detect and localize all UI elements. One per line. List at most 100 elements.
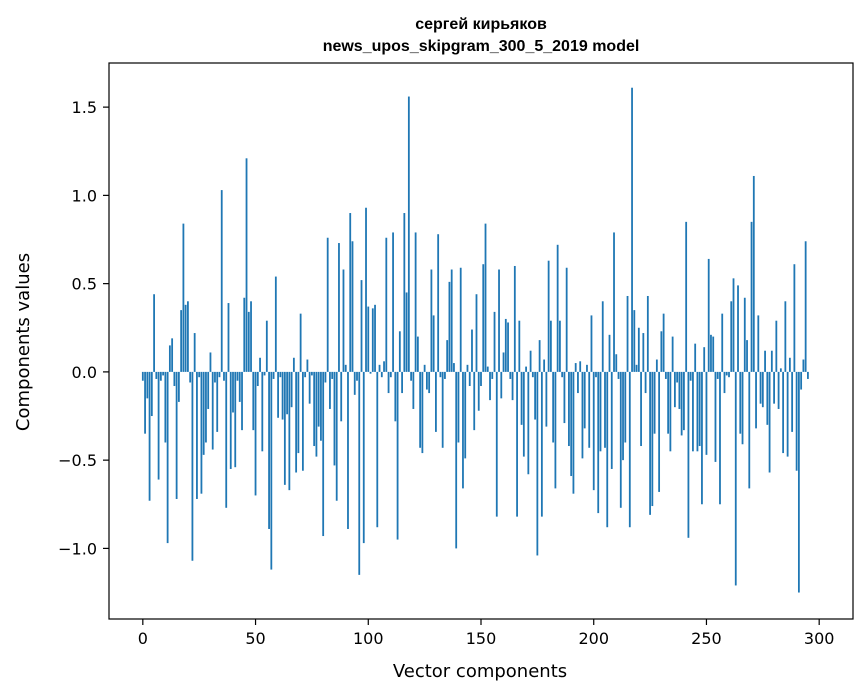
bar — [649, 371, 651, 515]
bar — [455, 371, 458, 549]
bar — [480, 371, 482, 387]
bar — [218, 371, 221, 378]
bar — [396, 371, 399, 540]
bar — [775, 320, 778, 372]
bar — [466, 364, 469, 372]
x-tick-label: 200 — [578, 629, 609, 648]
bar — [543, 359, 546, 372]
bar — [380, 371, 383, 378]
bar — [153, 294, 155, 372]
bar — [755, 371, 757, 429]
bar — [457, 371, 460, 443]
bar — [491, 371, 494, 379]
bar — [671, 336, 674, 372]
bar — [730, 301, 733, 372]
bar — [504, 318, 507, 372]
bar — [180, 310, 183, 372]
bar — [304, 371, 307, 378]
bar — [358, 371, 361, 575]
bar — [329, 371, 331, 409]
y-tick-label: 0.5 — [72, 275, 97, 294]
bar — [306, 359, 309, 372]
bar — [171, 338, 174, 372]
bar — [651, 371, 654, 507]
bar — [227, 303, 230, 372]
bar — [177, 371, 180, 402]
bar — [696, 371, 699, 452]
bar — [592, 371, 595, 491]
bar — [324, 371, 327, 383]
bar — [453, 363, 455, 372]
bar — [757, 315, 760, 372]
bar — [606, 371, 609, 528]
bar — [610, 371, 613, 469]
bar — [646, 295, 649, 372]
bar — [676, 371, 679, 383]
bar — [732, 278, 735, 372]
bar — [283, 371, 286, 485]
x-tick-label: 0 — [138, 629, 148, 648]
bar — [356, 371, 358, 381]
bar — [619, 371, 622, 508]
bar — [516, 371, 518, 517]
bar — [392, 232, 394, 372]
bar — [168, 345, 171, 372]
bar — [572, 371, 575, 494]
bar — [173, 371, 176, 387]
bar — [317, 371, 320, 427]
bar — [335, 371, 338, 501]
bar — [520, 371, 523, 425]
bar — [277, 371, 279, 418]
bar — [750, 221, 753, 372]
bar — [531, 371, 534, 378]
bar — [459, 267, 462, 372]
bar — [301, 371, 304, 471]
bar — [371, 308, 374, 372]
bar — [701, 371, 703, 505]
bar — [448, 281, 451, 372]
bar — [622, 371, 624, 461]
bar — [238, 371, 241, 402]
bar — [290, 371, 293, 408]
bar — [685, 221, 688, 372]
x-axis-label: Vector components — [393, 661, 567, 682]
bar — [347, 371, 349, 529]
bar — [220, 190, 223, 372]
bar — [234, 371, 237, 468]
bar — [245, 158, 248, 372]
bar — [525, 366, 527, 372]
bar — [617, 371, 620, 379]
bar — [777, 371, 780, 409]
bar — [788, 357, 791, 372]
bar — [340, 371, 343, 422]
bar — [513, 265, 516, 372]
bar — [387, 371, 390, 394]
bar — [493, 311, 496, 372]
bar — [468, 371, 471, 387]
bar — [279, 371, 282, 378]
bar — [669, 371, 672, 452]
bar — [547, 260, 550, 372]
bar — [326, 237, 329, 372]
bar — [241, 371, 243, 431]
chart-title-line-1: сергей кирьяков — [415, 16, 547, 33]
bar — [766, 371, 769, 425]
bar — [495, 371, 498, 517]
bar — [536, 371, 539, 556]
bar — [405, 292, 408, 372]
bar — [441, 371, 444, 448]
bar — [658, 371, 661, 492]
bar — [450, 269, 453, 372]
bar — [261, 371, 264, 452]
bar — [159, 371, 162, 381]
bar — [601, 301, 604, 372]
bar — [223, 371, 225, 381]
bar — [608, 334, 611, 372]
bar — [439, 371, 442, 378]
bar — [410, 371, 413, 381]
y-tick-label: −0.5 — [58, 451, 97, 470]
y-tick-label: 1.5 — [72, 98, 97, 117]
bar — [385, 237, 388, 372]
